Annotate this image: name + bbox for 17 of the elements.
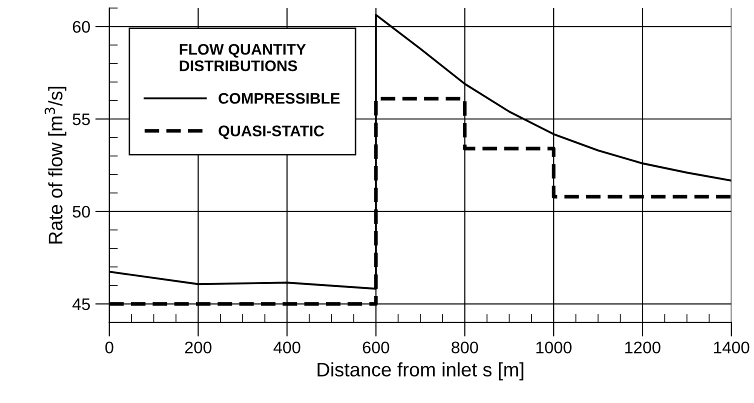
legend-label: COMPRESSIBLE: [218, 92, 340, 104]
legend-title: FLOW QUANTITY DISTRIBUTIONS: [180, 44, 306, 72]
x-tick-label: 0: [105, 342, 114, 354]
x-tick-label: 400: [274, 342, 300, 354]
x-tick-label: 600: [362, 342, 390, 354]
y-tick-label: 60: [72, 20, 90, 33]
y-tick-label: 45: [72, 298, 90, 310]
x-tick-label: 1000: [536, 342, 572, 354]
x-tick-label: 800: [452, 342, 478, 354]
x-axis-title: Distance from inlet s [m]: [318, 362, 524, 380]
x-tick-label: 200: [185, 342, 212, 354]
y-tick-label: 55: [72, 114, 90, 126]
legend-label: QUASI-STATIC: [218, 126, 324, 140]
y-axis-title: Rate of flow [m$^{3}$/s]: [44, 86, 66, 244]
y-tick-label: 50: [72, 206, 90, 218]
x-tick-label: 1200: [625, 342, 660, 354]
x-tick-label: 1400: [714, 342, 750, 354]
